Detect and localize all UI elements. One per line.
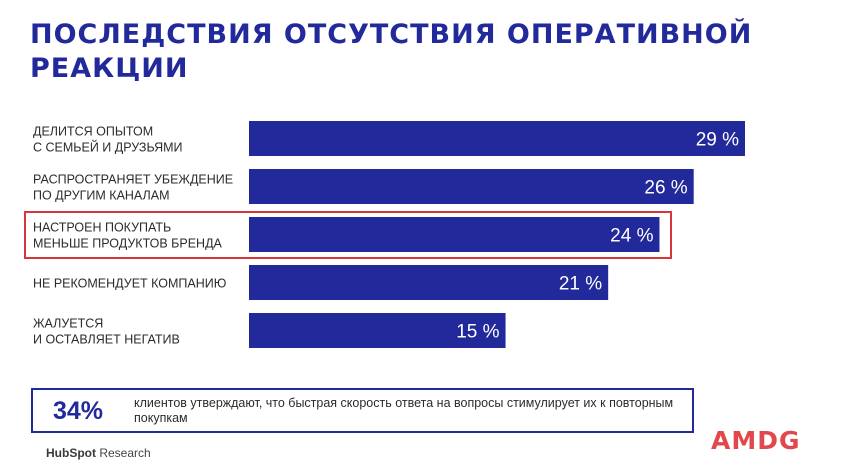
category-label-0-0: ДЕЛИТСЯ ОПЫТОМ (33, 125, 153, 139)
source-suffix: Research (99, 446, 151, 460)
amdg-logo: AMDG (711, 426, 801, 455)
category-label-0-1: С СЕМЬЕЙ И ДРУЗЬЯМИ (33, 140, 183, 155)
bar-3 (249, 265, 609, 300)
page-title: Последствия отсутствия оперативной реакц… (30, 19, 753, 84)
category-label-1-0: РАСПРОСТРАНЯЕТ УБЕЖДЕНИЕ (33, 173, 233, 187)
source-brand: HubSpot (46, 446, 96, 460)
bar-1 (249, 169, 694, 204)
callout-box: 34% клиентов утверждают, что быстрая ско… (31, 388, 694, 433)
highlight-frame (24, 211, 672, 259)
category-label-1-1: ПО ДРУГИМ КАНАЛАМ (33, 189, 170, 203)
source-credit: HubSpot Research (46, 446, 151, 460)
bar-value-label-3: 21 % (559, 274, 602, 295)
bar-value-label-4: 15 % (456, 322, 499, 343)
category-label-2-0: НАСТРОЕН ПОКУПАТЬ (33, 221, 171, 235)
category-label-3-0: НЕ РЕКОМЕНДУЕТ КОМПАНИЮ (33, 277, 227, 291)
bar-0 (249, 121, 745, 156)
category-label-4-1: И ОСТАВЛЯЕТ НЕГАТИВ (33, 333, 180, 347)
bar-value-label-0: 29 % (696, 130, 739, 151)
bar-value-label-1: 26 % (644, 178, 687, 199)
bar-2 (249, 217, 660, 252)
callout-value: 34% (53, 397, 104, 425)
category-label-4-0: ЖАЛУЕТСЯ (33, 317, 103, 331)
callout-text: клиентов утверждают, что быстрая скорост… (134, 396, 674, 425)
bar-value-label-2: 24 % (610, 226, 653, 247)
bar-4 (249, 313, 506, 348)
category-label-2-1: МЕНЬШЕ ПРОДУКТОВ БРЕНДА (33, 237, 223, 251)
